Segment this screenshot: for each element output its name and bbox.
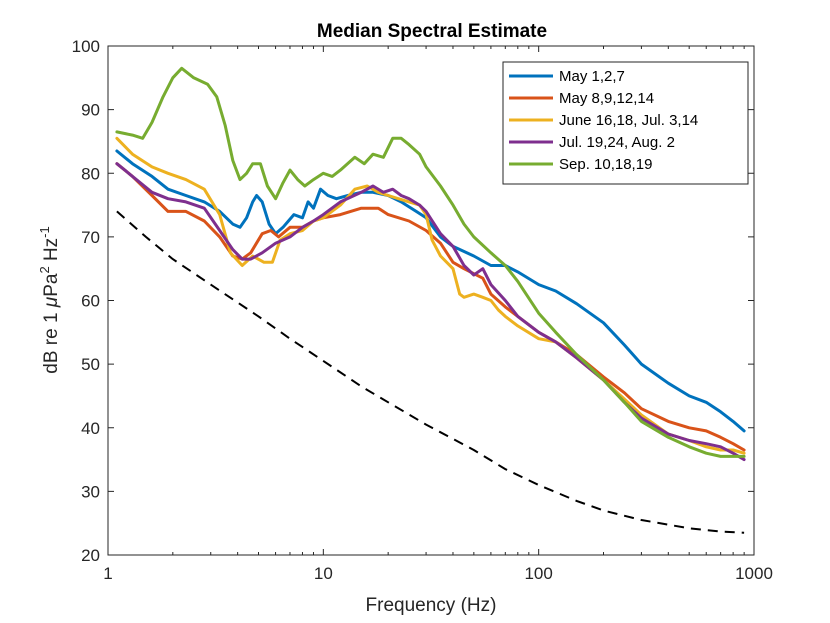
x-axis: 1 10 100 1000 <box>103 46 773 583</box>
y-label-pa: Pa <box>41 273 62 297</box>
x-axis-label: Frequency (Hz) <box>366 595 497 616</box>
y-tick-label: 80 <box>81 164 100 183</box>
legend-label: June 16,18, Jul. 3,14 <box>559 112 698 129</box>
y-label-sup-2: 2 <box>37 266 52 273</box>
y-label-sup-minus1: -1 <box>37 226 52 238</box>
y-tick-label: 60 <box>81 292 100 311</box>
y-tick-label: 30 <box>81 482 100 501</box>
y-label-mu: μ <box>41 296 62 308</box>
chart-title: Median Spectral Estimate <box>317 21 547 42</box>
y-tick-label: 40 <box>81 419 100 438</box>
legend-label: Sep. 10,18,19 <box>559 156 652 173</box>
reference-dashed-line <box>116 210 745 534</box>
y-label-prefix: dB re 1 <box>41 307 62 374</box>
series-layer <box>115 66 746 534</box>
x-tick-label: 10 <box>314 564 333 583</box>
y-axis: 20 30 40 50 60 70 80 90 100 <box>72 37 754 565</box>
y-axis-label: dB re 1 μPa2 Hz-1 <box>37 226 62 374</box>
series-line-4 <box>115 66 746 458</box>
x-tick-label: 1000 <box>735 564 773 583</box>
y-label-hz: Hz <box>41 238 62 267</box>
y-tick-label: 20 <box>81 546 100 565</box>
y-tick-label: 90 <box>81 101 100 120</box>
legend-label: May 1,2,7 <box>559 68 625 85</box>
y-tick-label: 50 <box>81 355 100 374</box>
y-tick-label: 100 <box>72 37 100 56</box>
legend: May 1,2,7 May 8,9,12,14 June 16,18, Jul. 3… <box>502 61 749 185</box>
legend-label: Jul. 19,24, Aug. 2 <box>559 134 675 151</box>
x-tick-label: 100 <box>524 564 552 583</box>
legend-label: May 8,9,12,14 <box>559 90 654 107</box>
x-tick-label: 1 <box>103 564 112 583</box>
y-tick-label: 70 <box>81 228 100 247</box>
